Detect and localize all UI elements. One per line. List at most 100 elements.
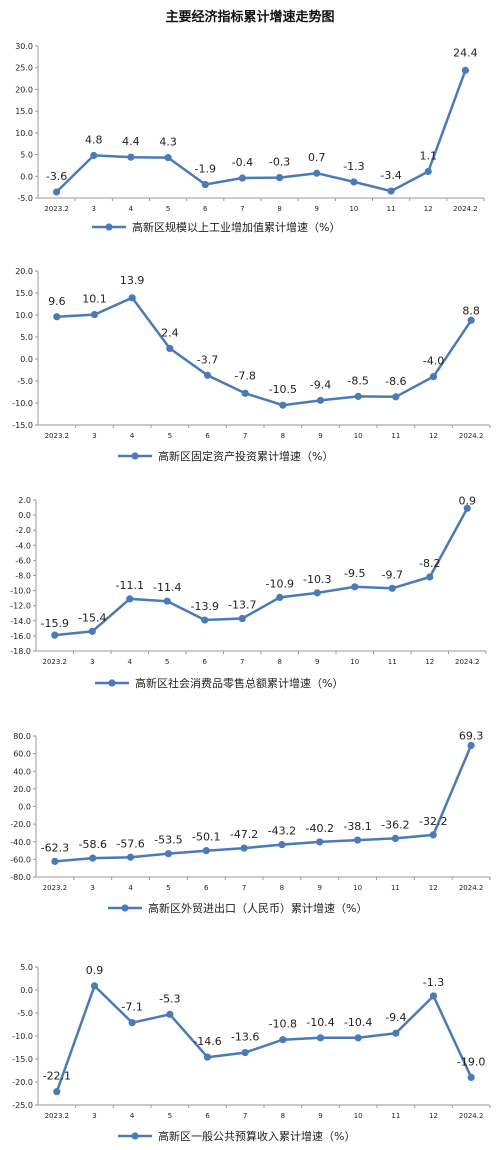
x-tick-label: 7 [240,205,244,213]
x-tick-label: 11 [391,432,400,440]
x-tick-label: 3 [92,1112,96,1120]
y-tick-label: -5.0 [17,1009,33,1018]
x-tick-label: 7 [242,884,246,892]
data-point [278,840,286,849]
data-point [392,1029,400,1037]
y-tick-label: 20.0 [13,785,31,794]
data-point [313,169,321,177]
page-title: 主要经济指标累计增速走势图 [165,10,335,25]
x-tick-label: 9 [318,1112,322,1120]
data-point [53,1088,61,1096]
y-tick-label: -12.0 [10,602,31,611]
x-tick-label: 3 [92,432,96,440]
data-point [316,396,325,404]
data-point [426,573,434,581]
x-tick-label: 2023.2 [43,884,68,892]
y-tick-label: 10.0 [15,129,33,138]
y-tick-label: 20.0 [15,267,33,276]
data-point [51,631,59,639]
data-point [128,294,136,302]
legend-marker [108,679,116,687]
y-tick-label: 25.0 [15,64,33,73]
data-label: -10.9 [266,577,294,590]
data-label: -3.7 [197,353,218,366]
data-label: -1.3 [343,160,364,173]
data-label: -7.1 [121,1001,142,1014]
data-point [202,847,210,855]
series-line [56,296,473,407]
data-label: -57.6 [116,837,144,850]
data-point [241,389,249,397]
data-point [429,373,438,381]
data-point [391,834,400,843]
y-tick-label: -10.0 [10,587,31,596]
y-tick-label: -15.0 [12,421,33,430]
data-label: 2.4 [161,326,179,339]
y-tick-label: -14.0 [10,617,31,626]
data-label: 1.1 [420,150,438,163]
x-tick-label: 5 [166,884,170,892]
x-tick-label: 2023.2 [45,432,70,440]
y-tick-label: -60.0 [10,855,31,864]
data-label: -10.3 [303,573,331,586]
data-point [388,584,396,592]
data-point [203,1053,212,1061]
data-label: -14.6 [193,1035,221,1048]
y-tick-label: 5.0 [20,333,33,342]
y-tick-label: 80.0 [13,732,31,741]
data-label: -13.7 [228,599,256,612]
data-label: 0.9 [459,494,477,507]
series-line [55,984,473,1093]
x-tick-label: 9 [315,205,319,213]
data-label: -15.4 [78,611,106,624]
y-tick-label: 5.0 [20,151,33,160]
chart-1: -5.0 0.0 5.0 10.0 15.0 20.0 25.0 30.0 2023.2 3 4 5 6… [15,42,485,234]
data-point [316,838,324,846]
legend-marker [131,452,139,460]
series-line [55,69,467,193]
data-label: -50.1 [192,831,220,844]
data-label: -10.5 [269,383,297,396]
data-label: -4.0 [423,355,444,368]
data-point [90,982,99,990]
y-tick-label: 0.0 [20,172,33,181]
y-tick-label: 5.0 [20,963,33,972]
data-point [126,595,134,603]
data-label: -8.6 [385,375,406,388]
data-point [88,627,96,635]
data-label: -10.4 [306,1016,334,1029]
x-tick-label: 7 [240,658,244,666]
legend-label: 高新区一般公共预算收入累计增速（%） [158,1129,355,1143]
y-tick-label: -2.0 [15,526,31,535]
data-label: 9.6 [48,295,66,308]
x-tick-label: 11 [391,884,400,892]
data-point [201,180,209,189]
x-tick-label: 7 [243,1112,247,1120]
x-tick-label: 8 [280,884,284,892]
legend-marker [131,1132,139,1140]
chart-2: -15.0 -10.0 -5.0 0.0 5.0 10.0 15.0 20.0 2023.2 3 4… [12,267,491,463]
x-tick-label: 11 [391,1112,400,1120]
y-tick-label: -40.0 [10,838,31,847]
x-tick-label: 8 [281,1112,285,1120]
y-tick-label: -10.0 [12,1032,33,1041]
data-point [354,1034,362,1042]
data-label: 4.8 [85,133,103,146]
x-tick-label: 2023.2 [45,1112,70,1120]
data-point [52,188,61,196]
x-tick-label: 3 [90,658,94,666]
y-tick-label: 60.0 [13,750,31,759]
data-point [429,992,438,1000]
data-point [240,844,248,852]
data-label: 10.1 [82,293,107,306]
x-tick-label: 4 [128,884,133,892]
data-label: -15.9 [41,617,69,630]
data-label: -7.8 [234,369,255,382]
data-point [128,1019,136,1027]
y-tick-label: 0.0 [20,986,33,995]
data-point [275,173,284,182]
x-tick-label: 4 [130,432,135,440]
x-tick-label: 5 [166,205,170,213]
chart-5: -25.0 -20.0 -15.0 -10.0 -5.0 0.0 5.0 2023.2 3 4 5 6… [12,963,491,1143]
